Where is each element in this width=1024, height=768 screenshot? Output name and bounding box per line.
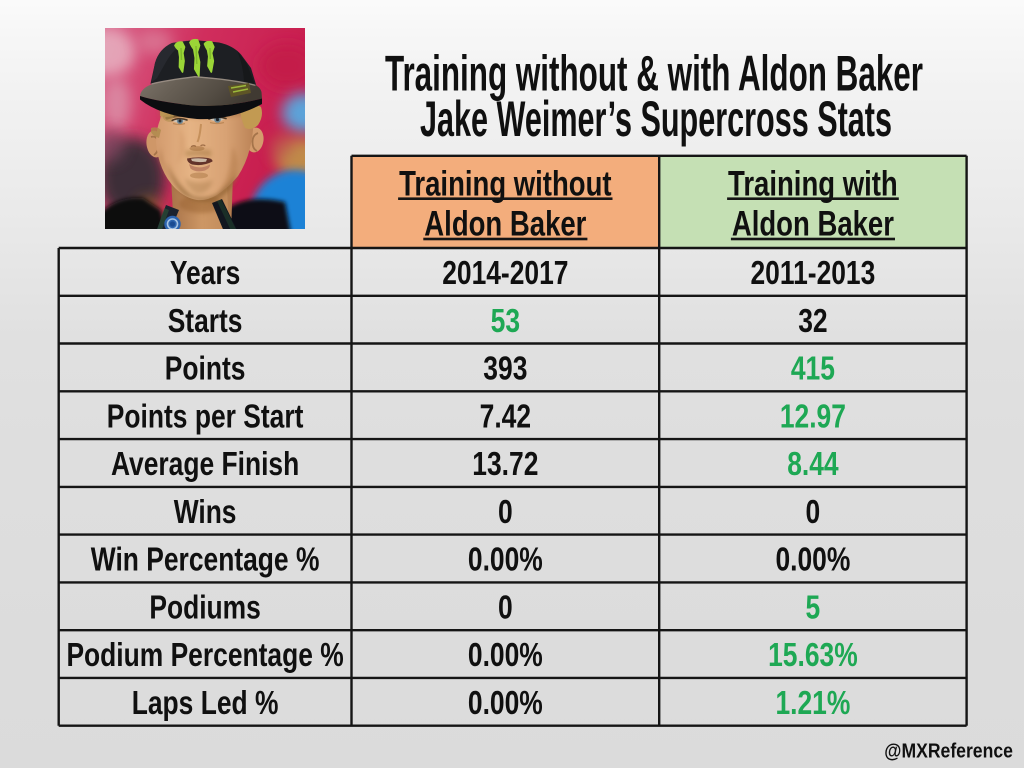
svg-text:Years: Years [170, 254, 241, 291]
svg-text:15.63%: 15.63% [768, 636, 858, 673]
svg-text:Win Percentage %: Win Percentage % [91, 541, 320, 578]
svg-text:5: 5 [806, 588, 821, 625]
svg-text:1.21%: 1.21% [775, 684, 850, 721]
svg-text:Training without: Training without [399, 163, 612, 203]
svg-text:Laps Led %: Laps Led % [132, 684, 279, 721]
svg-text:0: 0 [498, 588, 513, 625]
svg-text:0.00%: 0.00% [468, 636, 543, 673]
svg-text:@MXReference: @MXReference [884, 739, 1013, 762]
svg-text:7.42: 7.42 [480, 397, 531, 434]
svg-text:Training with: Training with [728, 163, 898, 203]
svg-text:Podium Percentage %: Podium Percentage % [66, 636, 343, 673]
svg-text:Points: Points [165, 350, 246, 387]
svg-text:0.00%: 0.00% [468, 541, 543, 578]
svg-text:8.44: 8.44 [787, 445, 839, 482]
svg-text:0: 0 [498, 493, 513, 530]
svg-text:Starts: Starts [168, 302, 243, 339]
svg-text:0.00%: 0.00% [468, 684, 543, 721]
svg-text:Aldon Baker: Aldon Baker [732, 204, 894, 244]
svg-text:2014-2017: 2014-2017 [442, 254, 568, 291]
svg-text:Jake Weimer’s Supercross Stats: Jake Weimer’s Supercross Stats [420, 90, 892, 147]
svg-text:Podiums: Podiums [149, 588, 261, 625]
svg-text:0: 0 [806, 493, 821, 530]
svg-text:12.97: 12.97 [780, 397, 846, 434]
svg-text:53: 53 [491, 302, 520, 339]
svg-text:13.72: 13.72 [472, 445, 538, 482]
svg-text:393: 393 [483, 350, 527, 387]
svg-text:32: 32 [798, 302, 827, 339]
svg-text:Average Finish: Average Finish [111, 445, 299, 482]
svg-text:415: 415 [791, 350, 835, 387]
svg-text:0.00%: 0.00% [775, 541, 850, 578]
svg-text:2011-2013: 2011-2013 [751, 254, 876, 291]
svg-text:Aldon Baker: Aldon Baker [424, 204, 586, 244]
svg-text:Training without & with Aldon: Training without & with Aldon Baker [385, 45, 923, 102]
svg-text:Points per Start: Points per Start [107, 397, 304, 434]
svg-text:Wins: Wins [174, 493, 237, 530]
